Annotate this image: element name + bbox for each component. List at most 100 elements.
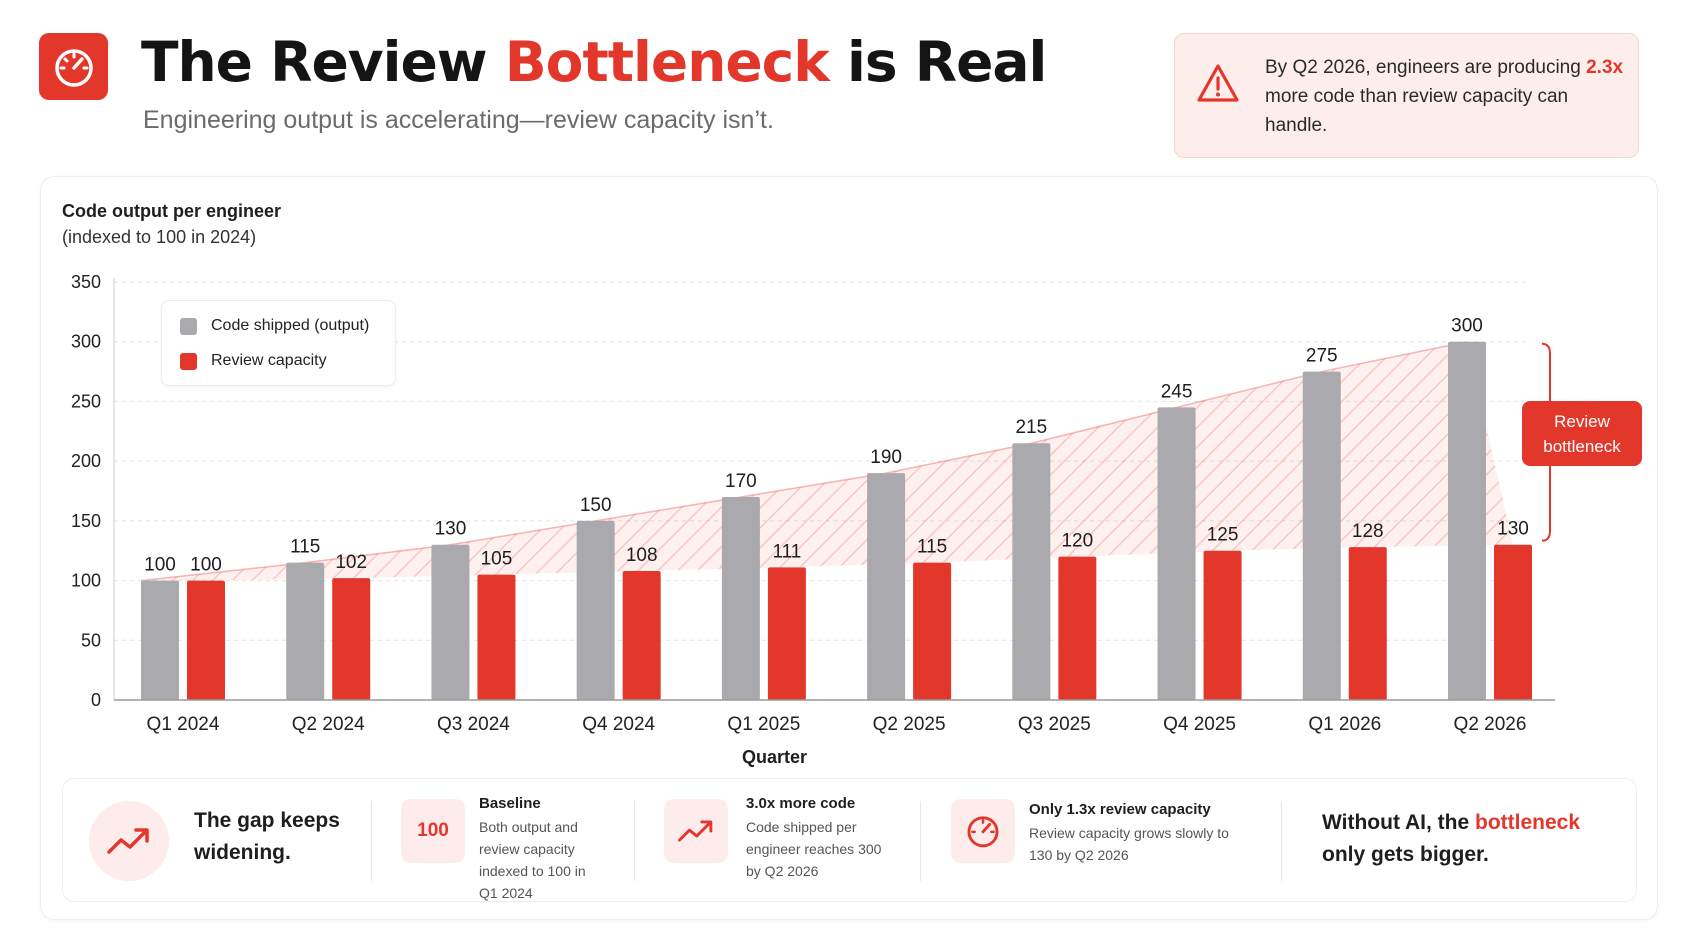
closing-highlight: bottleneck [1475, 811, 1581, 834]
more-code-body: Code shipped per engineer reaches 300 by… [746, 819, 882, 879]
data-label-review: 102 [335, 552, 367, 573]
baseline-badge: 100 [401, 799, 465, 863]
bar-output [286, 562, 325, 700]
divider [920, 801, 921, 881]
data-label-review: 111 [772, 541, 801, 562]
data-label-review: 100 [190, 555, 222, 576]
bar-chart: 100 100 115 102 130 105 150 108 170 111 190 115 215 1… [71, 272, 1559, 767]
gap-icon-circle [89, 801, 169, 881]
baseline-body: Both output and review capacity indexed … [479, 819, 586, 901]
bar-output [1302, 371, 1341, 700]
data-label-output: 150 [580, 495, 612, 516]
bar-review [1203, 550, 1242, 700]
bar-review [1348, 547, 1387, 700]
x-tick-label: Q4 2025 [1163, 714, 1236, 735]
closing-statement: Without AI, the bottleneck only gets big… [1322, 807, 1622, 871]
legend-item-review: Review capacity [180, 352, 327, 370]
callout-text-post: more code than review capacity can handl… [1265, 86, 1569, 136]
data-label-review: 130 [1497, 519, 1529, 540]
page-subtitle: Engineering output is accelerating—revie… [143, 106, 774, 134]
closing-post: only gets bigger. [1322, 843, 1489, 866]
more-code-icon-box [664, 799, 728, 863]
data-label-output: 130 [435, 519, 467, 540]
bar-review [1058, 556, 1097, 700]
legend-label-review: Review capacity [211, 352, 327, 369]
gap-text: The gap keeps widening. [194, 809, 340, 864]
logo [39, 33, 108, 100]
title-post: is Real [828, 30, 1047, 94]
y-tick-label: 0 [91, 690, 101, 710]
y-tick-label: 350 [71, 272, 101, 292]
page-title: The Review Bottleneck is Real [141, 30, 1047, 94]
callout-text-pre: By Q2 2026, engineers are producing [1265, 57, 1587, 78]
divider [371, 801, 372, 881]
data-label-output: 190 [870, 447, 902, 468]
data-label-output: 115 [290, 537, 320, 558]
data-label-review: 105 [481, 549, 513, 570]
legend-item-output: Code shipped (output) [180, 317, 369, 335]
bar-output [431, 544, 470, 700]
bar-output [141, 580, 179, 700]
divider [1281, 801, 1282, 881]
x-tick-label: Q3 2025 [1018, 714, 1091, 735]
callout-box: By Q2 2026, engineers are producing 2.3x… [1174, 33, 1639, 158]
legend-swatch-review [180, 352, 197, 370]
x-tick-label: Q1 2025 [727, 714, 800, 735]
x-tick-label: Q1 2026 [1308, 714, 1381, 735]
data-label-output: 170 [725, 471, 757, 492]
bar-review [477, 574, 516, 700]
bar-output [867, 473, 906, 700]
bar-output [576, 520, 615, 700]
x-tick-label: Q2 2026 [1454, 714, 1527, 735]
legend-label-output: Code shipped (output) [211, 317, 370, 334]
title-accent: Bottleneck [504, 30, 830, 94]
data-label-review: 120 [1061, 531, 1093, 552]
bar-output [721, 496, 760, 700]
data-label-output: 275 [1306, 346, 1338, 367]
title-pre: The Review [141, 30, 505, 94]
review-capacity-body: Review capacity grows slowly to 130 by Q… [1029, 825, 1229, 863]
data-label-review: 125 [1207, 525, 1239, 546]
bar-review [767, 567, 806, 700]
summary-strip: The gap keeps widening. 100 Baseline Bot… [62, 778, 1637, 902]
bar-output [1157, 407, 1196, 700]
bar-review [1494, 544, 1532, 700]
legend-swatch-output [180, 317, 197, 335]
x-tick-label: Q2 2024 [292, 714, 365, 735]
x-tick-label: Q3 2024 [437, 714, 510, 735]
bar-output [1448, 341, 1486, 700]
data-label-output: 100 [144, 555, 176, 576]
y-tick-label: 100 [71, 571, 101, 591]
x-tick-label: Q4 2024 [582, 714, 655, 735]
warning-triangle-icon [1197, 64, 1239, 102]
speedometer-icon [54, 48, 93, 87]
closing-pre: Without AI, the [1322, 811, 1475, 834]
bar-review [332, 578, 371, 700]
bar-output [1012, 443, 1051, 700]
review-bottleneck-badge: Review bottleneck [1522, 401, 1642, 466]
x-axis-title: Quarter [742, 747, 807, 767]
bar-review [622, 571, 661, 700]
gauge-icon [967, 816, 999, 848]
divider [634, 801, 635, 881]
bar-review [913, 562, 952, 700]
callout-highlight: 2.3x [1586, 57, 1624, 78]
y-tick-label: 250 [71, 391, 101, 411]
y-tick-label: 300 [71, 332, 101, 352]
callout-text: By Q2 2026, engineers are producing 2.3x… [1265, 53, 1625, 140]
bar-review [187, 580, 225, 700]
data-label-output: 300 [1451, 316, 1483, 337]
y-tick-label: 150 [71, 511, 101, 531]
output-trend-line [140, 340, 1468, 582]
baseline-title: Baseline [479, 795, 541, 812]
trend-up-icon [107, 828, 149, 854]
data-label-output: 245 [1161, 381, 1193, 402]
review-capacity-icon-box [951, 799, 1015, 863]
more-code-title: 3.0x more code [746, 795, 856, 812]
review-capacity-title: Only 1.3x review capacity [1029, 801, 1211, 818]
data-label-review: 128 [1352, 521, 1384, 542]
baseline-number: 100 [417, 820, 449, 841]
data-label-review: 108 [626, 545, 658, 566]
data-label-review: 115 [917, 537, 947, 558]
x-tick-label: Q2 2025 [873, 714, 946, 735]
